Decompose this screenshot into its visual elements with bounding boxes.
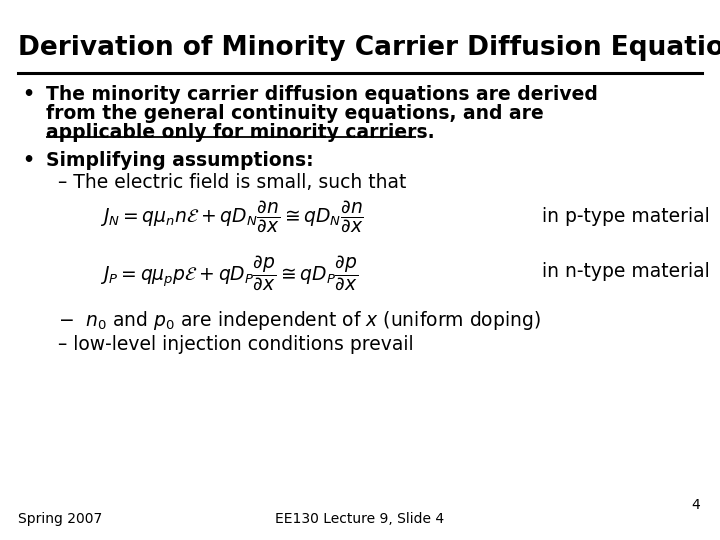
Text: Spring 2007: Spring 2007 <box>18 512 102 526</box>
Text: •: • <box>22 85 34 104</box>
Text: Simplifying assumptions:: Simplifying assumptions: <box>46 151 314 170</box>
Text: applicable only for minority carriers.: applicable only for minority carriers. <box>46 123 435 142</box>
Text: in n-type material: in n-type material <box>542 262 710 281</box>
Text: •: • <box>22 151 34 170</box>
Text: EE130 Lecture 9, Slide 4: EE130 Lecture 9, Slide 4 <box>276 512 444 526</box>
Text: $-$ $\ $$n_0$ and $p_0$ are independent of $x$ (uniform doping): $-$ $\ $$n_0$ and $p_0$ are independent … <box>58 309 541 332</box>
Text: in p-type material: in p-type material <box>542 207 710 226</box>
Text: 4: 4 <box>691 498 700 512</box>
Text: The minority carrier diffusion equations are derived: The minority carrier diffusion equations… <box>46 85 598 104</box>
Text: – The electric field is small, such that: – The electric field is small, such that <box>58 173 406 192</box>
Text: from the general continuity equations, and are: from the general continuity equations, a… <box>46 104 544 123</box>
Text: Derivation of Minority Carrier Diffusion Equation: Derivation of Minority Carrier Diffusion… <box>18 35 720 61</box>
Text: $J_N = q\mu_n n\mathcal{E} + qD_N \dfrac{\partial n}{\partial x} \cong qD_N \dfr: $J_N = q\mu_n n\mathcal{E} + qD_N \dfrac… <box>100 199 364 235</box>
Text: $J_P = q\mu_p p\mathcal{E} + qD_P \dfrac{\partial p}{\partial x} \cong qD_P \dfr: $J_P = q\mu_p p\mathcal{E} + qD_P \dfrac… <box>100 254 359 293</box>
Text: – low-level injection conditions prevail: – low-level injection conditions prevail <box>58 335 413 354</box>
